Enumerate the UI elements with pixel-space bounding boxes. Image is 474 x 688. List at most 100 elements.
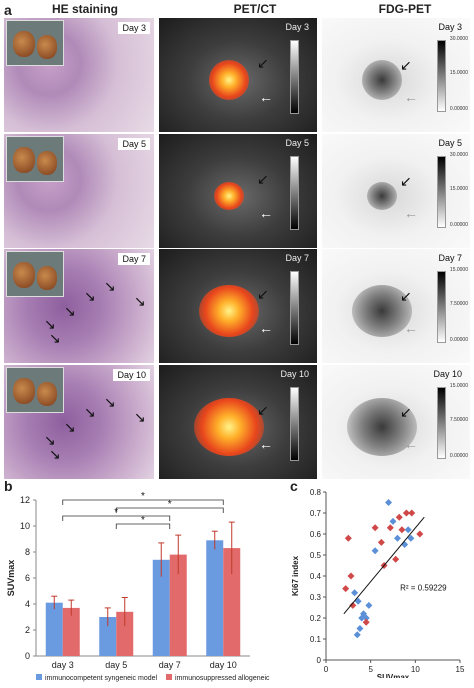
tracer-uptake-region <box>367 181 397 210</box>
organ-specimen <box>13 146 35 173</box>
significance-marker: * <box>114 507 118 518</box>
y-tick-label: 0.4 <box>310 572 322 581</box>
significance-bracket <box>115 523 171 529</box>
organ-photo-inset <box>6 251 64 297</box>
tracer-uptake-region <box>347 397 417 456</box>
scale-tick-label: 7.50000 <box>449 416 468 423</box>
scale-tick-label: 0.00000 <box>449 221 468 228</box>
organ-specimen <box>37 150 57 175</box>
scale-tick-label: 15.0000 <box>449 267 468 273</box>
arrow-icon: ↙ <box>257 286 269 302</box>
data-point <box>385 499 393 506</box>
bar <box>169 554 187 656</box>
significance-marker: * <box>168 499 172 510</box>
arrow-icon: ↘ <box>49 445 61 462</box>
header-pet-ct: PET/CT <box>233 2 277 16</box>
bar <box>45 602 63 656</box>
arrow-icon: ← <box>404 320 418 336</box>
he-staining-image: Day 3 <box>4 18 154 132</box>
data-point <box>362 618 370 626</box>
intensity-scale-bar <box>290 386 299 461</box>
data-point <box>393 534 401 542</box>
he-staining-image: Day 7 ↘ ↘ ↘ ↘ ↘ ↘ <box>4 249 154 363</box>
y-tick-label: 4 <box>25 599 30 609</box>
y-tick-label: 6 <box>25 573 30 583</box>
data-point <box>371 547 379 555</box>
data-point <box>349 601 357 609</box>
y-tick-label: 12 <box>20 495 30 505</box>
scale-tick-label: 15.0000 <box>449 70 468 76</box>
image-grid: Day 3 Day 3 ↙ ← Day 3 30.0000 15.0000 0.00000 ↙ ←… <box>4 18 470 479</box>
data-point <box>386 524 394 532</box>
data-point <box>351 589 359 597</box>
x-axis-label: SUVmax <box>377 673 410 678</box>
arrow-icon: ← <box>404 204 418 221</box>
scale-tick-label: 15.0000 <box>449 185 468 192</box>
data-point <box>353 631 361 639</box>
arrow-icon: ↙ <box>400 288 412 304</box>
intensity-scale-bar <box>437 40 446 112</box>
arrow-icon: ↘ <box>104 278 116 294</box>
organ-specimen <box>37 35 57 59</box>
fdg-pet-image: Day 10 15.0000 7.50000 0.00000 ↙ ← <box>322 364 470 479</box>
data-point <box>342 585 350 593</box>
pet-ct-image: Day 3 ↙ ← <box>159 18 317 132</box>
y-tick-label: 0.6 <box>310 530 322 539</box>
arrow-icon: ↙ <box>400 403 412 420</box>
y-axis-label: Ki67 index <box>291 555 300 596</box>
bar <box>223 548 241 656</box>
organ-specimen <box>13 31 35 57</box>
bar-chart: 0 2 4 6 8 10 12 SUVmax day 3 day 5 day 7 day 10 * * * *… <box>6 491 270 682</box>
arrow-icon: ↙ <box>257 55 269 71</box>
y-tick-label: 0.8 <box>310 488 322 497</box>
fdg-day-label: Day 10 <box>433 368 462 379</box>
arrow-icon: ↙ <box>257 170 269 187</box>
bar <box>206 540 224 656</box>
tracer-uptake-region <box>352 285 412 337</box>
data-point <box>404 526 412 534</box>
y-tick-label: 0.2 <box>310 614 322 623</box>
x-tick-label: 10 <box>411 665 420 674</box>
intensity-scale-bar <box>290 271 299 345</box>
header-he-staining: HE staining <box>51 2 118 16</box>
arrow-icon: ↙ <box>257 401 269 418</box>
x-tick-label: 5 <box>368 665 373 674</box>
organ-specimen <box>13 377 35 404</box>
arrow-icon: ↘ <box>49 330 61 346</box>
x-tick-label: 0 <box>324 665 329 674</box>
data-point <box>392 555 400 563</box>
intensity-scale-bar <box>437 386 446 459</box>
legend-label: immunosuppressed allogeneic model <box>175 675 270 682</box>
fdg-pet-image: Day 5 30.0000 15.0000 0.00000 ↙ ← <box>322 133 470 248</box>
arrow-icon: ← <box>259 204 273 221</box>
x-tick-label: day 7 <box>159 660 181 670</box>
data-point <box>356 625 364 632</box>
arrow-icon: ↘ <box>84 288 96 304</box>
data-point <box>395 513 403 521</box>
fdg-day-label: Day 3 <box>438 22 462 32</box>
x-tick-label: 15 <box>456 665 465 674</box>
fdg-day-label: Day 7 <box>438 253 462 263</box>
arrow-icon: ← <box>259 89 273 105</box>
data-point <box>377 538 385 546</box>
intensity-scale-bar <box>437 271 446 343</box>
scale-tick-label: 0.00000 <box>449 337 468 343</box>
tracer-hotspot <box>194 397 264 456</box>
legend-label: immunocompetent syngeneic model <box>45 675 158 682</box>
data-point <box>358 614 366 622</box>
significance-bracket <box>62 515 171 521</box>
data-point <box>402 509 410 517</box>
data-point <box>347 572 355 580</box>
organ-specimen <box>37 266 57 290</box>
scale-tick-label: 15.0000 <box>449 382 468 389</box>
data-point <box>408 509 416 517</box>
y-tick-label: 0 <box>317 656 322 665</box>
header-fdg-pet: FDG-PET <box>378 2 432 16</box>
bar <box>152 559 170 656</box>
he-day-label: Day 5 <box>118 137 150 150</box>
significance-bracket <box>115 507 224 513</box>
arrow-icon: ↘ <box>44 316 56 332</box>
tracer-hotspot <box>209 60 249 100</box>
arrow-icon: ↘ <box>44 431 56 448</box>
arrow-icon: ↘ <box>64 303 76 319</box>
